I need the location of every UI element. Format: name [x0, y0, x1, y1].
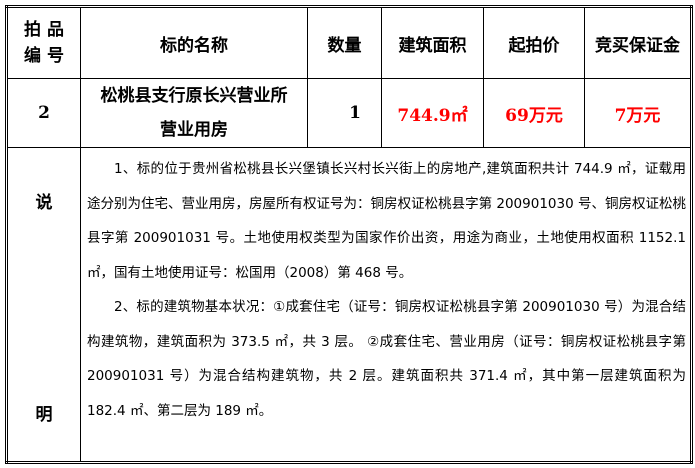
lot-name-line1: 松桃县支行原长兴营业所	[100, 86, 288, 106]
lot-start-price: 69万元	[483, 78, 585, 148]
description-paragraph-1: 1、标的位于贵州省松桃县长兴堡镇长兴村长兴街上的房地产,建筑面积共计 744.9…	[87, 161, 686, 281]
header-start-price: 起拍价	[483, 6, 585, 79]
lot-area: 744.9㎡	[381, 78, 484, 148]
description-label-top: 说	[35, 193, 53, 213]
description-text: 1、标的位于贵州省松桃县长兴堡镇长兴村长兴街上的房地产,建筑面积共计 744.9…	[80, 147, 692, 463]
lot-number: 2	[6, 78, 81, 148]
header-deposit: 竞买保证金	[584, 6, 692, 79]
lot-name-line2: 营业用房	[160, 120, 228, 140]
description-paragraph-2: 2、标的建筑物基本状况：①成套住宅（证号：铜房权证松桃县字第 200901030…	[87, 299, 686, 419]
description-label-bottom: 明	[35, 405, 53, 425]
header-lot-number-line1: 拍 品	[24, 20, 64, 40]
header-lot-number-line2: 编 号	[24, 46, 64, 66]
table-row: 2 松桃县支行原长兴营业所 营业用房 1 744.9㎡ 69万元 7万元	[6, 78, 692, 148]
lot-deposit: 7万元	[584, 78, 692, 148]
description-label: 说 明	[6, 147, 81, 463]
header-quantity: 数量	[307, 6, 382, 79]
auction-lot-table: 拍 品 编 号 标的名称 数量 建筑面积 起拍价 竞买保证金 2 松桃县支行原长…	[5, 5, 693, 464]
table-header-row: 拍 品 编 号 标的名称 数量 建筑面积 起拍价 竞买保证金	[6, 6, 692, 79]
header-lot-number: 拍 品 编 号	[6, 6, 81, 79]
header-name: 标的名称	[80, 6, 308, 79]
description-row: 说 明 1、标的位于贵州省松桃县长兴堡镇长兴村长兴街上的房地产,建筑面积共计 7…	[6, 147, 692, 463]
header-area: 建筑面积	[381, 6, 484, 79]
lot-name: 松桃县支行原长兴营业所 营业用房	[80, 78, 308, 148]
lot-quantity: 1	[307, 78, 382, 148]
